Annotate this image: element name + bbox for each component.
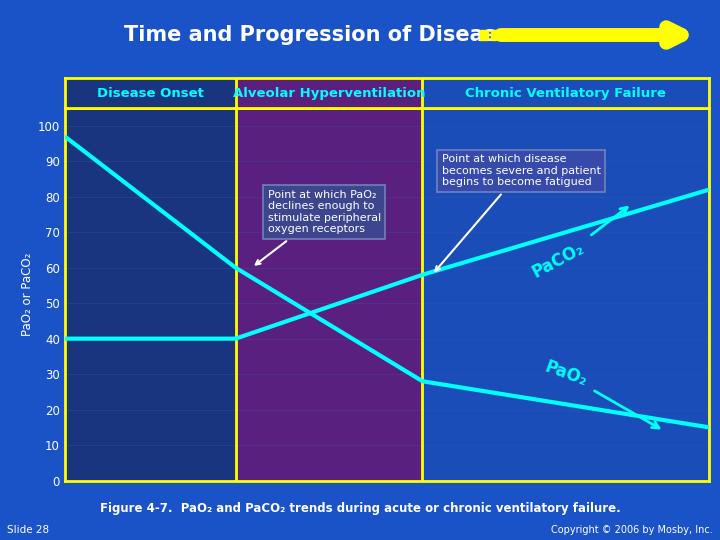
Text: Slide 28: Slide 28 xyxy=(7,524,50,535)
Text: Disease Onset: Disease Onset xyxy=(96,86,204,100)
Text: Figure 4-7.  PaO₂ and PaCO₂ trends during acute or chronic ventilatory failure.: Figure 4-7. PaO₂ and PaCO₂ trends during… xyxy=(99,502,621,515)
FancyArrowPatch shape xyxy=(501,27,682,43)
Bar xyxy=(491,30,496,40)
Bar xyxy=(65,78,235,108)
Text: Time and Progression of Disease: Time and Progression of Disease xyxy=(124,25,510,45)
Bar xyxy=(423,108,709,481)
Bar xyxy=(65,108,235,481)
Bar xyxy=(235,78,423,108)
Text: Point at which PaO₂
declines enough to
stimulate peripheral
oxygen receptors: Point at which PaO₂ declines enough to s… xyxy=(256,190,381,265)
Text: Point at which disease
becomes severe and patient
begins to become fatigued: Point at which disease becomes severe an… xyxy=(436,154,600,271)
Bar xyxy=(480,30,488,40)
Text: Chronic Ventilatory Failure: Chronic Ventilatory Failure xyxy=(465,86,666,100)
Text: PaO₂: PaO₂ xyxy=(541,358,659,428)
Text: Copyright © 2006 by Mosby, Inc.: Copyright © 2006 by Mosby, Inc. xyxy=(551,524,713,535)
Bar xyxy=(423,78,709,108)
Text: PaCO₂: PaCO₂ xyxy=(528,207,627,282)
Text: Alveolar Hyperventilation: Alveolar Hyperventilation xyxy=(233,86,426,100)
Bar xyxy=(235,108,423,481)
Y-axis label: PaO₂ or PaCO₂: PaO₂ or PaCO₂ xyxy=(21,253,34,336)
